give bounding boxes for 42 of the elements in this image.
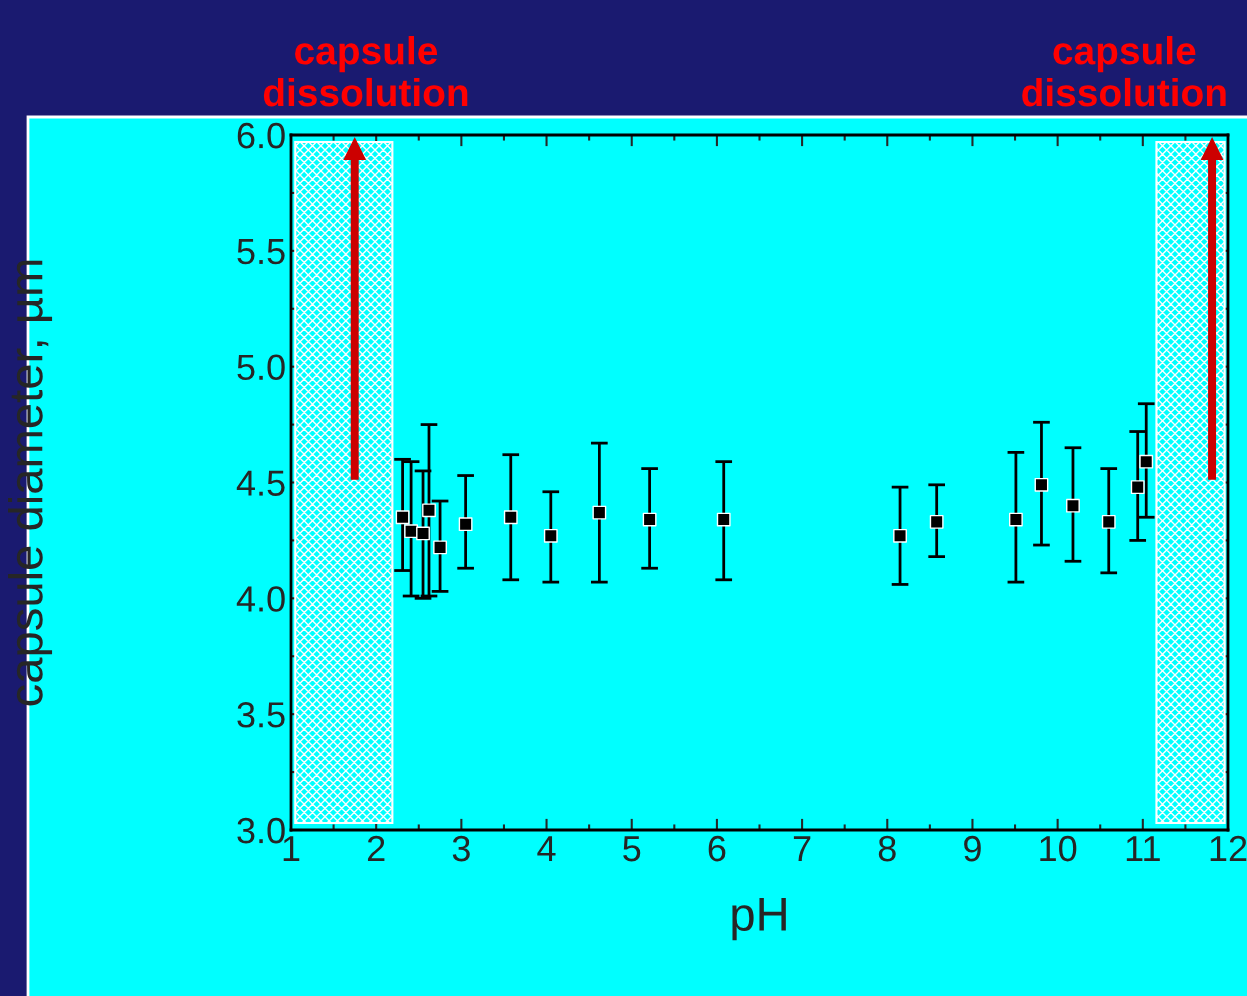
y-axis-title: capsule diameter, µm [8, 260, 53, 706]
point [1008, 512, 1023, 527]
point [543, 528, 558, 543]
x-tick-label: 8 [878, 835, 896, 862]
point [1139, 454, 1154, 469]
y-tick-label: 3.0 [237, 817, 285, 844]
point [503, 510, 518, 525]
x-tick-label: 7 [793, 836, 811, 862]
y-tick-label: 5.0 [237, 354, 285, 381]
point [1130, 480, 1145, 495]
point [416, 526, 430, 541]
point [893, 528, 907, 543]
x-tick-label: 1 [283, 836, 300, 862]
x-tick-label: 12 [1210, 835, 1247, 862]
x-tick-label: 4 [537, 836, 556, 862]
point [1034, 477, 1049, 492]
y-tick-label: 6.0 [237, 122, 285, 149]
x-tick-label: 5 [623, 836, 641, 862]
y-tick-label: 5.5 [237, 239, 285, 265]
x-tick-label: 3 [452, 835, 470, 862]
point [422, 503, 436, 518]
text: capsule dissolution [1022, 36, 1226, 107]
point [716, 512, 731, 527]
y-tick-label: 3.5 [237, 702, 285, 728]
x-tick-label: 11 [1126, 836, 1160, 862]
x-axis-title: pH [732, 898, 786, 941]
point [404, 524, 419, 539]
y-tick-label: 4.0 [236, 586, 285, 612]
point [458, 517, 473, 532]
point [1101, 514, 1116, 529]
point [433, 540, 447, 555]
point [395, 510, 410, 525]
x-tick-label: 2 [367, 835, 385, 862]
point [1066, 498, 1080, 513]
point [642, 512, 657, 527]
point [929, 514, 944, 529]
x-tick-label: 10 [1040, 835, 1077, 862]
x-tick-label: 9 [964, 835, 981, 862]
x-tick-label: 6 [708, 835, 726, 862]
text: capsule dissolution [263, 36, 468, 107]
y-tick-label: 4.5 [236, 470, 285, 496]
point [592, 505, 607, 520]
